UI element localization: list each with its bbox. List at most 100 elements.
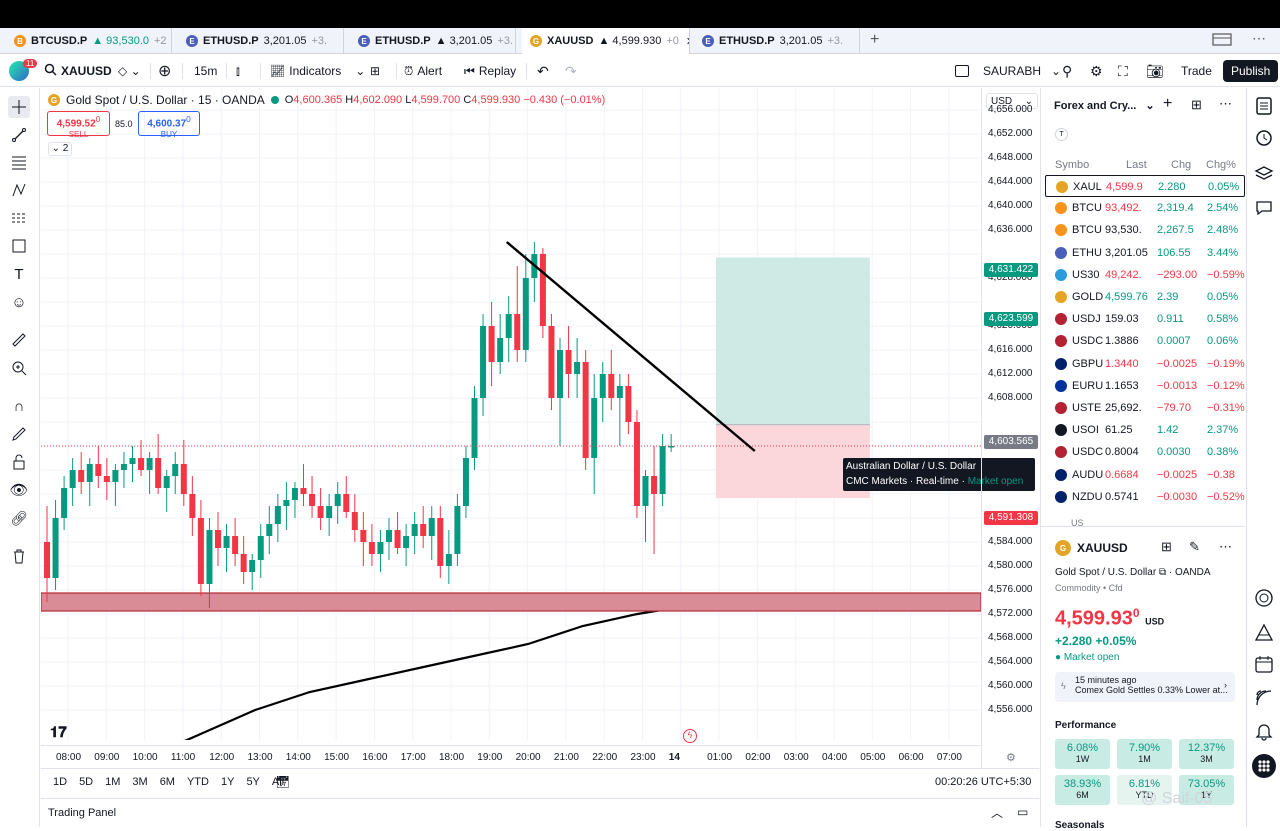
tab-xauusd[interactable]: G XAUUSD ▲ 4,599.930 +0 ✕ bbox=[522, 28, 690, 54]
snapshot-button[interactable]: 📷︎ bbox=[1146, 55, 1164, 87]
external-link-icon[interactable]: ⧉ bbox=[1158, 567, 1167, 578]
alert-button[interactable]: ⏰︎ Alert bbox=[404, 55, 442, 87]
close-tab-icon[interactable]: ✕ bbox=[686, 35, 689, 48]
performance-cell[interactable]: 38.93% 6M bbox=[1055, 775, 1110, 805]
chat-icon[interactable] bbox=[1254, 198, 1274, 218]
watchlist-row[interactable]: USOI 61.25 1.42 2.37% bbox=[1045, 419, 1245, 441]
watchlist-icon[interactable] bbox=[1254, 96, 1274, 116]
range-1m[interactable]: 1M bbox=[105, 776, 121, 788]
trade-button[interactable]: Trade bbox=[1181, 55, 1212, 87]
eye-icon[interactable]: 👁︎ bbox=[9, 482, 29, 499]
target-icon[interactable] bbox=[1254, 588, 1274, 608]
replay-button[interactable]: ⏮︎ Replay bbox=[464, 55, 516, 87]
watchlist-row[interactable]: USTE 25,692. −79.70 −0.31% bbox=[1045, 397, 1245, 419]
magnet-icon[interactable]: ∩ bbox=[13, 397, 25, 415]
fib-retracement-icon[interactable] bbox=[8, 151, 30, 173]
time-scale[interactable]: 08:00 09:00 10:00 11:00 12:00 13:00 14:00 15:00… bbox=[41, 745, 981, 767]
apps-grid-icon[interactable] bbox=[1252, 754, 1276, 778]
buy-button[interactable]: 4,600.370 BUY bbox=[138, 111, 200, 139]
scale-settings-icon[interactable]: ⚙︎ bbox=[1006, 752, 1016, 764]
performance-cell[interactable]: 73.05% 1Y bbox=[1179, 775, 1234, 805]
alerts-clock-icon[interactable] bbox=[1254, 128, 1274, 148]
watchlist-row[interactable]: XAUL 4,599.9 2.280 0.05% bbox=[1045, 175, 1245, 197]
pyramid-icon[interactable] bbox=[1254, 623, 1274, 643]
timezone-clock[interactable]: 00:20:26 UTC+5:30 bbox=[935, 776, 1032, 788]
ruler-icon[interactable] bbox=[8, 329, 30, 351]
watchlist-row[interactable]: NZDU 0.5741 −0.0030 −0.52% bbox=[1045, 486, 1245, 508]
currency-selector[interactable]: USD ⌄ bbox=[986, 93, 1038, 109]
watchlist-row[interactable]: USDC 0.8004 0.0030 0.38% bbox=[1045, 441, 1245, 463]
templates-button[interactable]: ⊞ bbox=[370, 55, 380, 87]
range-5d[interactable]: 5D bbox=[79, 776, 94, 788]
compare-dropdown[interactable]: ◇ ⌄ bbox=[118, 55, 141, 87]
watchlist-row[interactable]: BTCU 93,492. 2,319.4 2.54% bbox=[1045, 197, 1245, 219]
emoji-icon[interactable]: ☺ bbox=[11, 293, 27, 311]
layers-icon[interactable] bbox=[1254, 163, 1274, 183]
range-all[interactable]: All bbox=[271, 776, 285, 788]
more-icon[interactable]: ⋯ bbox=[1219, 96, 1232, 111]
layout-selector[interactable]: SAURABH ⌄ bbox=[955, 55, 1061, 87]
trash-icon[interactable] bbox=[8, 545, 30, 567]
instrument-name[interactable]: Gold Spot / U.S. Dollar bbox=[1055, 567, 1157, 578]
settings-button[interactable]: ⚙︎ bbox=[1090, 55, 1103, 87]
interval-button[interactable]: 15m bbox=[194, 55, 217, 87]
crosshair-icon[interactable] bbox=[8, 96, 30, 118]
lightning-event-icon[interactable]: ϟ bbox=[683, 729, 697, 743]
watchlist-row[interactable]: USDJ 159.03 0.911 0.58% bbox=[1045, 308, 1245, 330]
indicators-button[interactable]: 📈︎ Indicators ⌄ bbox=[270, 55, 365, 87]
watchlist-row[interactable]: EURU 1.1653 −0.0013 −0.12% bbox=[1045, 375, 1245, 397]
advanced-view-icon[interactable]: ⊞ bbox=[1191, 97, 1202, 112]
watchlist-row[interactable]: AUDU 0.6684 −0.0025 −0.38 bbox=[1045, 464, 1245, 486]
watchlist-row[interactable]: BTCU 93,530. 2,267.5 2.48% bbox=[1045, 219, 1245, 241]
watchlist-section-label[interactable]: US bbox=[1071, 518, 1084, 528]
section-toggle-icon[interactable]: T bbox=[1055, 128, 1068, 141]
symbol-search[interactable]: XAUUSD bbox=[44, 55, 112, 87]
calendar-icon[interactable] bbox=[1254, 654, 1274, 674]
watchlist-row[interactable]: GOLD 4,599.76 2.39 0.05% bbox=[1045, 286, 1245, 308]
header-chg[interactable]: Chg bbox=[1171, 159, 1192, 171]
legend-title[interactable]: Gold Spot / U.S. Dollar · 15 · OANDA bbox=[66, 93, 265, 107]
broadcast-icon[interactable] bbox=[1254, 688, 1274, 708]
lock-icon[interactable] bbox=[8, 451, 30, 473]
range-1d[interactable]: 1D bbox=[53, 776, 68, 788]
range-1y[interactable]: 1Y bbox=[220, 776, 235, 788]
performance-cell[interactable]: 12.37% 3M bbox=[1179, 739, 1234, 769]
range-3m[interactable]: 3M bbox=[132, 776, 148, 788]
redo-button[interactable]: ↷ bbox=[565, 55, 577, 87]
range-ytd[interactable]: YTD bbox=[186, 776, 209, 788]
bell-icon[interactable] bbox=[1254, 721, 1274, 741]
sell-button[interactable]: 4,599.520 SELL bbox=[47, 111, 110, 139]
tab-ethusd-3[interactable]: E ETHUSD.P 3,201.05 +3. bbox=[694, 28, 860, 54]
zoom-in-icon[interactable] bbox=[8, 357, 30, 379]
tab-ethusd-2[interactable]: E ETHUSD.P ▲ 3,201.05 +3. bbox=[350, 28, 516, 54]
prediction-icon[interactable] bbox=[8, 207, 30, 229]
tradingview-logo[interactable]: 𝟏𝟕 bbox=[50, 724, 67, 741]
range-6m[interactable]: 6M bbox=[159, 776, 175, 788]
collapse-indicators-button[interactable]: ⌄ 2 bbox=[48, 142, 72, 156]
publish-button[interactable]: Publish bbox=[1223, 60, 1279, 82]
watchlist-row[interactable]: US30 49,242. −293.00 −0.59% bbox=[1045, 264, 1245, 286]
quick-search-button[interactable]: ⚲ bbox=[1062, 55, 1072, 87]
more-icon[interactable]: ⋯ bbox=[1219, 539, 1232, 554]
text-icon[interactable]: T bbox=[14, 265, 24, 283]
fullscreen-button[interactable]: ⛶ bbox=[1118, 55, 1128, 87]
maximize-panel-icon[interactable]: ▭ bbox=[1017, 805, 1029, 819]
grid-icon[interactable]: ⊞ bbox=[1161, 539, 1172, 554]
add-tab-icon[interactable]: + bbox=[870, 31, 880, 48]
edit-icon[interactable]: ✎ bbox=[1189, 539, 1200, 554]
price-chart[interactable] bbox=[41, 88, 981, 740]
performance-cell[interactable]: 7.90% 1M bbox=[1117, 739, 1172, 769]
more-options-icon[interactable]: ⋯ bbox=[1252, 30, 1266, 46]
header-symbol[interactable]: Symbo bbox=[1055, 159, 1090, 171]
add-symbol-icon[interactable]: + bbox=[1163, 95, 1173, 112]
performance-cell[interactable]: 6.81% YTD bbox=[1117, 775, 1172, 805]
tab-ethusd-1[interactable]: E ETHUSD.P 3,201.05 +3. bbox=[178, 28, 344, 54]
header-last[interactable]: Last bbox=[1126, 159, 1147, 171]
trend-line-icon[interactable] bbox=[8, 124, 30, 146]
calendar-icon[interactable]: 📅︎ bbox=[275, 775, 291, 789]
chevron-up-icon[interactable]: ︿ bbox=[991, 806, 1004, 820]
trading-panel-label[interactable]: Trading Panel bbox=[48, 807, 117, 819]
link-icon[interactable]: 🔗︎ bbox=[10, 509, 28, 526]
tab-btcusd[interactable]: B BTCUSD.P ▲ 93,530.0 +2 bbox=[6, 28, 172, 54]
details-symbol[interactable]: XAUUSD bbox=[1077, 541, 1128, 555]
